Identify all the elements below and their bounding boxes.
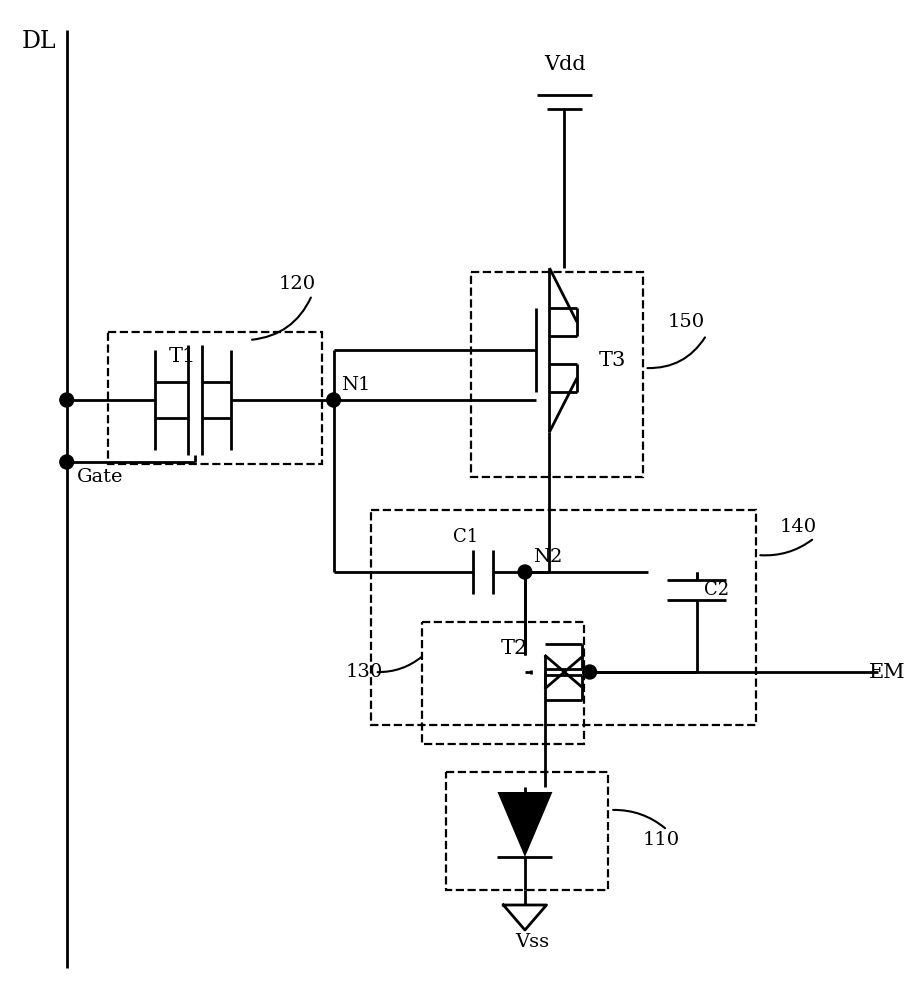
Bar	[108, 332, 322, 464]
Text: 130: 130	[346, 663, 382, 681]
Bar	[371, 510, 755, 725]
Bar	[447, 772, 608, 890]
Text: T2: T2	[501, 639, 528, 658]
Text: T1: T1	[168, 347, 197, 365]
Text: C1: C1	[453, 528, 479, 546]
Polygon shape	[498, 792, 552, 857]
Text: Vss: Vss	[515, 933, 550, 951]
Circle shape	[518, 565, 531, 579]
Text: 140: 140	[780, 518, 817, 536]
Bar	[471, 272, 642, 477]
Text: DL: DL	[22, 30, 56, 53]
Text: T3: T3	[599, 351, 626, 369]
Bar	[422, 622, 584, 744]
Text: N2: N2	[532, 548, 562, 566]
Text: EM: EM	[868, 662, 905, 682]
Text: 110: 110	[642, 831, 680, 849]
Circle shape	[60, 393, 74, 407]
Text: 150: 150	[667, 313, 704, 331]
Text: Vdd: Vdd	[544, 55, 586, 75]
Text: N1: N1	[341, 376, 371, 394]
Text: C2: C2	[704, 581, 730, 599]
Circle shape	[327, 393, 340, 407]
Circle shape	[60, 455, 74, 469]
Text: Gate: Gate	[76, 468, 123, 486]
Circle shape	[582, 665, 597, 679]
Text: 120: 120	[278, 275, 316, 293]
